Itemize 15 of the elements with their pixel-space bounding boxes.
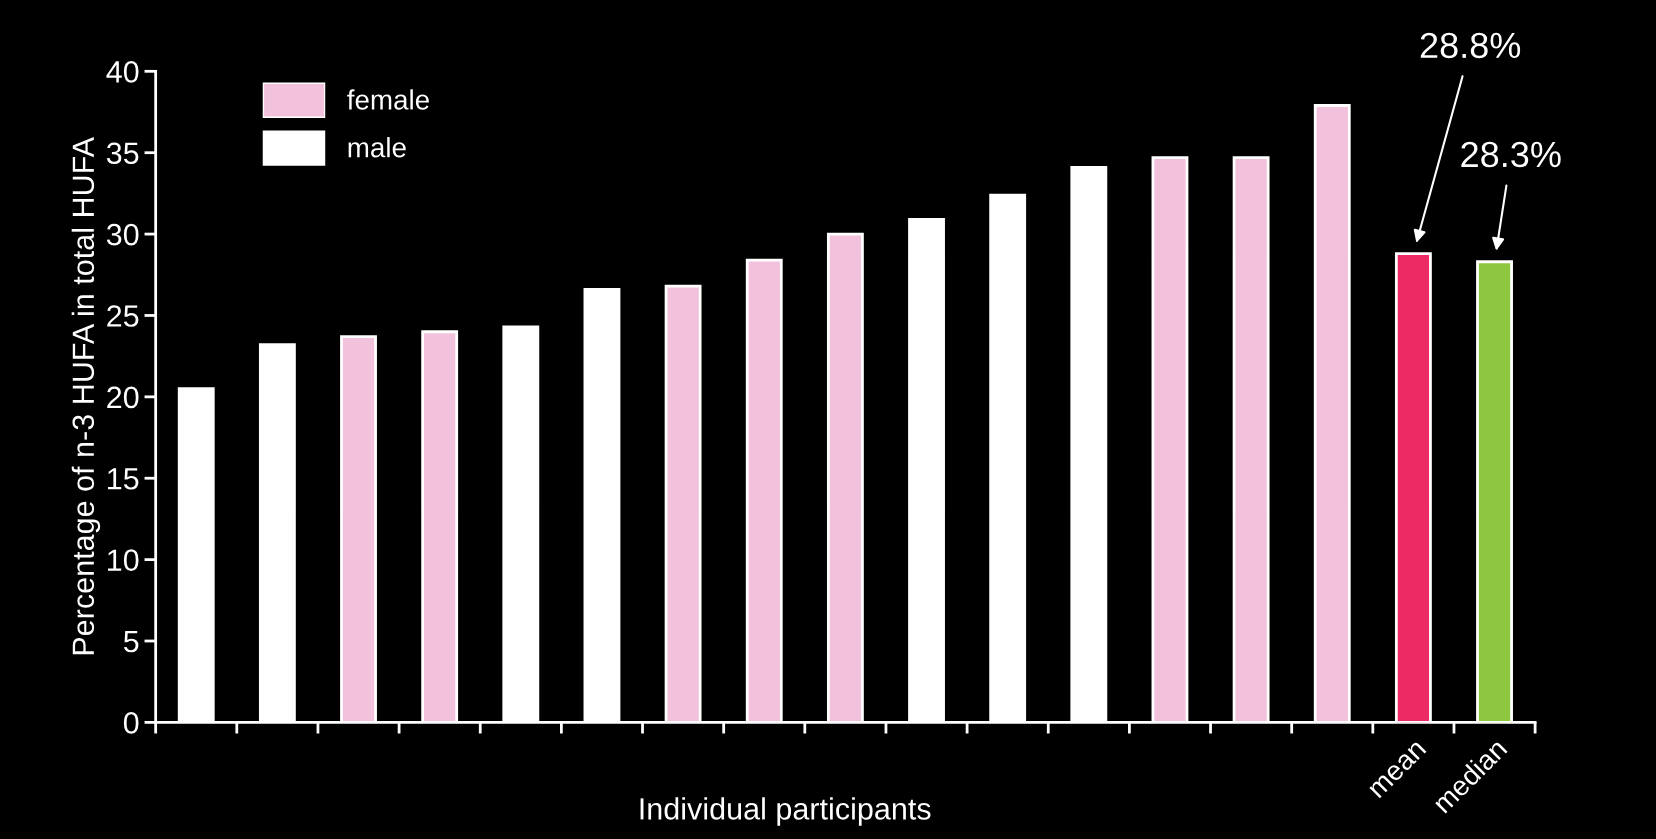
y-tick-label: 0: [123, 712, 139, 734]
y-tick-label: 15: [108, 468, 139, 490]
y-tick-label: 30: [106, 223, 139, 246]
text: 28.8%: [1420, 32, 1521, 59]
y-tick-label: 25: [107, 305, 139, 327]
y-tick-label: 10: [108, 549, 139, 571]
annotation: 28.3%: [1461, 141, 1561, 168]
y-tick-label: 35: [106, 142, 139, 165]
x-axis-title: Individual participants: [640, 797, 931, 826]
legend-label: male: [348, 137, 406, 158]
legend-label: female: [347, 89, 429, 110]
y-tick-label: 5: [123, 631, 139, 653]
y-tick-label: 20: [107, 386, 139, 409]
y-tick-label: 40: [106, 61, 139, 83]
y-axis-title: Percentage of n-3 HUFA in total HUFA: [71, 137, 101, 655]
